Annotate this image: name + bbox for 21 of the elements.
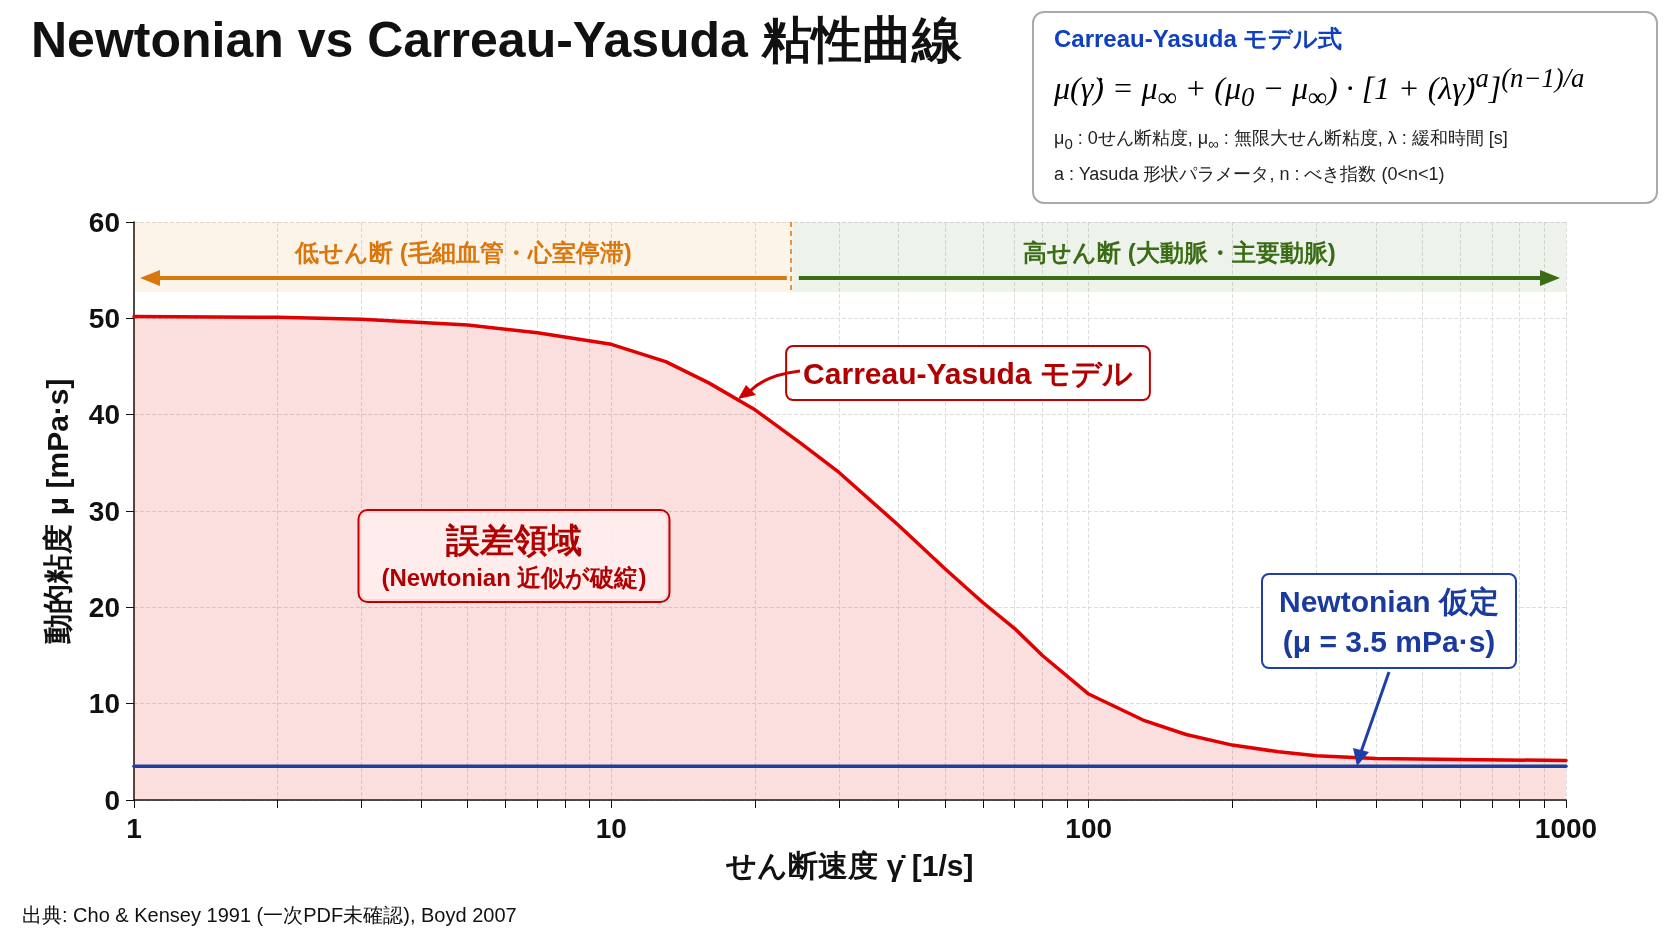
annotation: Carreau-Yasuda モデル — [803, 356, 1133, 390]
y-tick-label: 40 — [88, 399, 120, 431]
x-axis-title: せん断速度 γ̇ [1/s] — [725, 848, 974, 882]
annotation: 誤差領域 (Newtonian 近似が破綻) — [381, 521, 647, 591]
x-tick-label: 1 — [126, 812, 142, 844]
x-tick-label: 100 — [1065, 812, 1113, 844]
band-label: 低せん断 (毛細血管・心室停滞) — [294, 238, 632, 266]
y-axis-title: 動的粘度 μ [mPa·s] — [40, 378, 74, 644]
y-tick-label: 10 — [88, 688, 120, 720]
y-tick-label: 0 — [104, 784, 120, 816]
annotation: Newtonian 仮定 (μ = 3.5 mPa·s) — [1278, 584, 1500, 658]
y-tick-label: 50 — [88, 302, 120, 334]
band-label: 高せん断 (大動脈・主要動脈) — [1023, 238, 1336, 266]
source-note: 出典: Cho & Kensey 1991 (一次PDF未確認), Boyd 2007 — [22, 904, 517, 926]
formula-box: Carreau-Yasuda モデル式 μ(γ̇) = μ$_{∞}$ + (μ$_{0}$ − μ$_{∞}$) · [1 + (λγ̇)$^{a}$]$^{(n−1)/a}$ μ$_{0}$ : 0せん断粘度, μ$_{∞}$ : 無限大せん断粘度, λ : 緩和時間 [s] a : Yasuda 形状パラメータ, n : べき指数 (0<n<1) — [1032, 11, 1658, 204]
y-tick-label: 20 — [88, 591, 120, 623]
chart-title: Newtonian vs Carreau-Yasuda 粘性曲線 — [31, 12, 963, 68]
x-tick-label: 1000 — [1534, 812, 1598, 844]
y-tick-label: 30 — [88, 495, 120, 527]
y-tick-label: 60 — [88, 206, 120, 238]
x-tick-label: 10 — [595, 812, 627, 844]
